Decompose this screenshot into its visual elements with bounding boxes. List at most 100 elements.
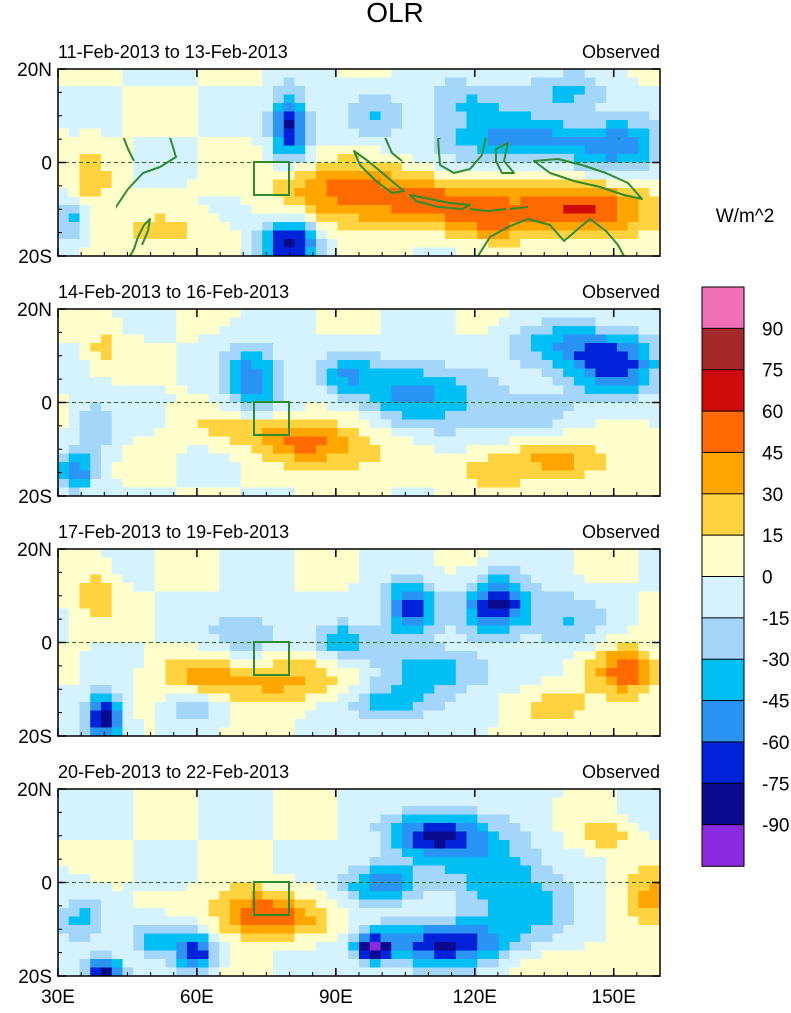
olr-cell <box>154 908 167 918</box>
olr-cell <box>402 668 414 678</box>
olr-cell <box>531 128 543 138</box>
olr-cell <box>498 394 511 404</box>
olr-cell <box>466 634 478 644</box>
olr-cell <box>348 840 360 850</box>
olr-cell <box>563 797 575 807</box>
olr-cell <box>154 436 167 446</box>
olr-cell <box>111 77 124 87</box>
olr-cell <box>359 402 371 412</box>
olr-cell <box>219 162 231 172</box>
olr-cell <box>574 583 586 593</box>
olr-cell <box>273 625 285 635</box>
olr-cell <box>79 950 91 960</box>
olr-cell <box>208 86 220 96</box>
olr-cell <box>187 120 199 130</box>
olr-cell <box>208 831 220 841</box>
olr-cell <box>606 959 618 969</box>
olr-cell <box>466 908 478 918</box>
olr-cell <box>122 77 134 87</box>
olr-cell <box>90 462 102 472</box>
olr-cell <box>230 797 242 807</box>
olr-cell <box>251 727 263 736</box>
olr-cell <box>197 154 210 164</box>
olr-cell <box>574 479 586 489</box>
olr-cell <box>391 137 403 147</box>
olr-cell <box>240 196 253 206</box>
olr-cell <box>531 574 543 584</box>
olr-cell <box>262 196 274 206</box>
olr-cell <box>154 634 167 644</box>
olr-cell <box>531 196 543 206</box>
olr-cell <box>595 188 607 198</box>
olr-cell <box>230 326 242 336</box>
olr-cell <box>79 789 91 799</box>
olr-cell <box>58 942 70 952</box>
olr-cell <box>133 710 145 720</box>
olr-cell <box>445 120 457 130</box>
olr-cell <box>133 789 145 799</box>
olr-cell <box>498 600 511 610</box>
olr-cell <box>477 351 489 361</box>
olr-cell <box>144 933 156 943</box>
olr-cell <box>423 487 435 496</box>
olr-cell <box>197 377 210 387</box>
olr-cell <box>58 317 70 327</box>
olr-cell <box>144 205 156 215</box>
olr-cell <box>445 583 457 593</box>
olr-cell <box>165 727 177 736</box>
olr-cell <box>316 676 328 686</box>
olr-cell <box>79 419 91 429</box>
olr-cell <box>369 137 382 147</box>
olr-cell <box>649 453 660 463</box>
olr-cell <box>412 583 425 593</box>
olr-cell <box>563 162 575 172</box>
olr-cell <box>197 608 210 618</box>
olr-cell <box>251 685 263 695</box>
olr-cell <box>240 625 253 635</box>
olr-cell <box>584 196 597 206</box>
olr-cell <box>434 557 446 567</box>
olr-cell <box>101 840 113 850</box>
olr-cell <box>68 402 81 412</box>
olr-cell <box>412 111 425 121</box>
olr-cell <box>133 719 145 729</box>
olr-cell <box>208 128 220 138</box>
olr-cell <box>197 797 210 807</box>
olr-cell <box>649 128 660 138</box>
olr-cell <box>574 823 586 833</box>
olr-cell <box>649 676 660 686</box>
olr-cell <box>208 625 220 635</box>
olr-cell <box>391 634 403 644</box>
olr-cell <box>423 908 435 918</box>
olr-cell <box>144 230 156 240</box>
olr-cell <box>154 239 167 249</box>
olr-cell <box>359 848 371 858</box>
olr-cell <box>423 222 435 232</box>
olr-cell <box>165 831 177 841</box>
olr-cell <box>262 814 274 824</box>
olr-cell <box>455 617 468 627</box>
olr-cell <box>627 453 640 463</box>
olr-cell <box>574 428 586 438</box>
olr-cell <box>230 479 242 489</box>
olr-cell <box>68 445 81 455</box>
olr-cell <box>79 188 91 198</box>
olr-cell <box>520 908 532 918</box>
olr-cell <box>434 436 446 446</box>
olr-cell <box>208 196 220 206</box>
olr-cell <box>552 385 564 395</box>
olr-cell <box>176 487 188 496</box>
olr-cell <box>541 411 554 421</box>
olr-cell <box>445 727 457 736</box>
olr-cell <box>251 882 263 892</box>
olr-cell <box>584 557 597 567</box>
olr-cell <box>165 230 177 240</box>
olr-cell <box>638 727 650 736</box>
olr-cell <box>617 419 629 429</box>
olr-cell <box>638 908 650 918</box>
olr-cell <box>90 128 102 138</box>
olr-cell <box>101 179 113 189</box>
olr-cell <box>434 925 446 935</box>
olr-cell <box>488 317 500 327</box>
olr-cell <box>273 566 285 576</box>
